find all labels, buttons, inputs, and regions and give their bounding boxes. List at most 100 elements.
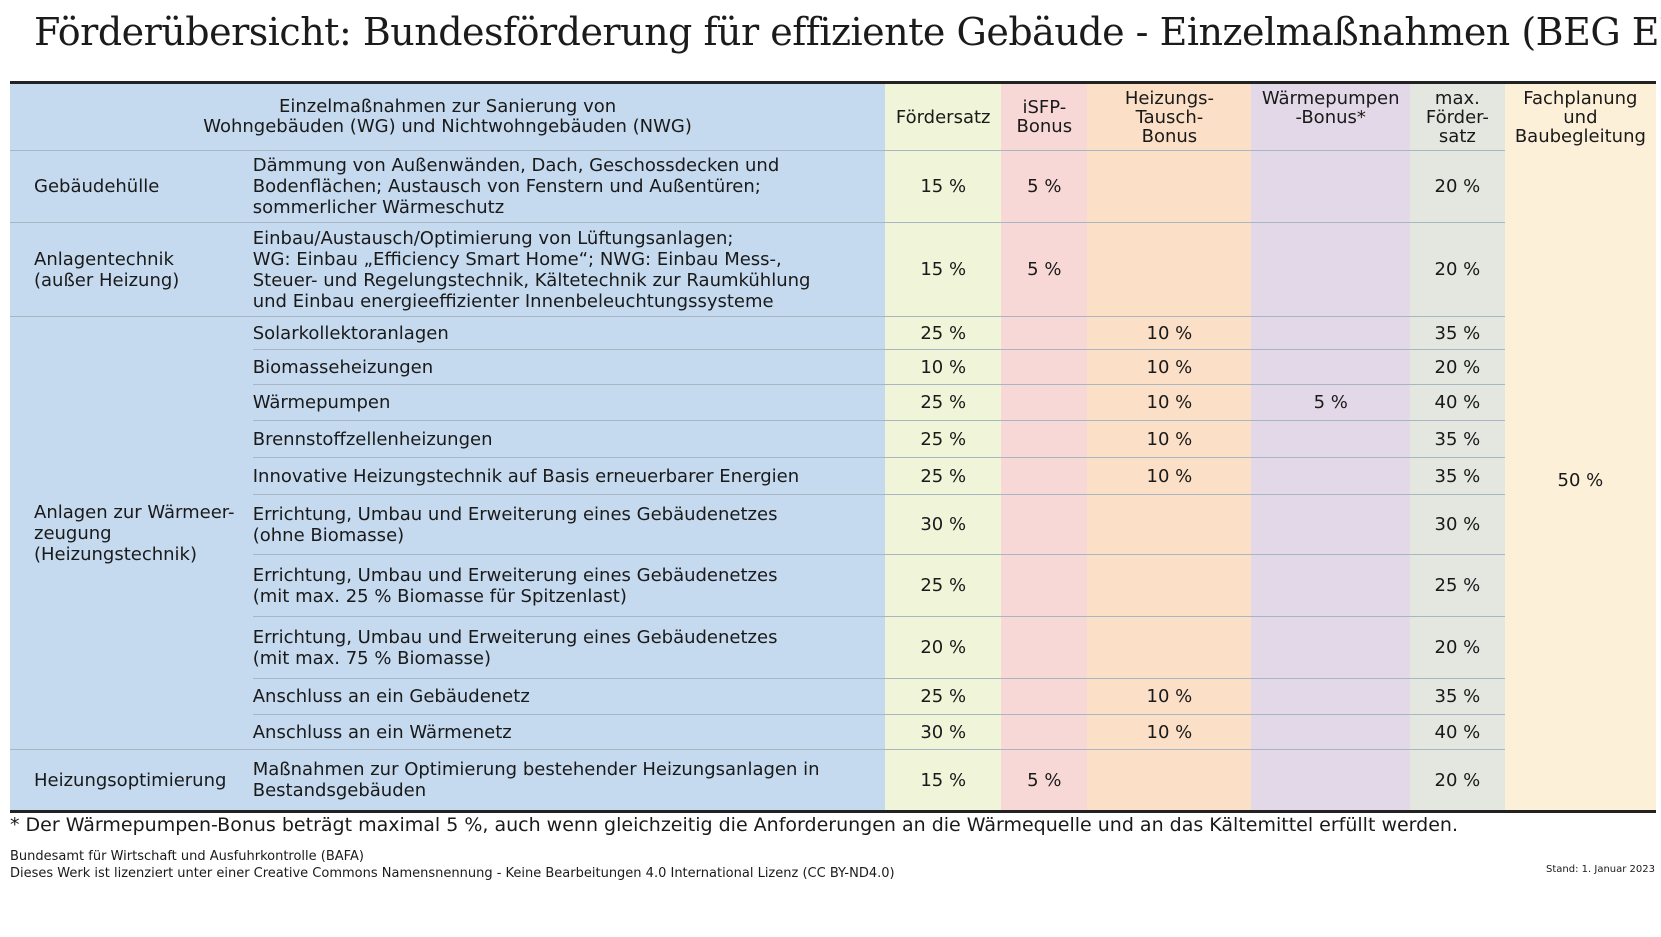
license-text: Dieses Werk ist lizenziert unter einer C… — [10, 866, 895, 881]
foerdersatz-cell: 25 % — [885, 457, 1002, 495]
table-row: Anlagen zur Wärmeer- zeugung (Heizungste… — [10, 316, 1656, 750]
foerdersatz-cell: 25 % — [885, 316, 1002, 350]
heizungstausch-bonus-cell: 10 % — [1087, 678, 1252, 715]
waermepumpen-bonus-cell — [1251, 316, 1411, 350]
measure-cell: Errichtung, Umbau und Erweiterung eines … — [252, 616, 886, 679]
table-row: Gebäudehülle Dämmung von Außenwänden, Dac… — [10, 150, 1656, 812]
table-row: Innovative Heizungstechnik auf Basis ern… — [10, 457, 1656, 495]
table-row: Errichtung, Umbau und Erweiterung eines … — [10, 494, 1656, 555]
foerdersatz-cell: 15 % — [885, 150, 1002, 223]
max-foerdersatz-cell: 35 % — [1410, 457, 1505, 495]
header-fachplanung: Fachplanung und Baubegleitung — [1504, 82, 1656, 151]
table-row: Biomasseheizungen 10 % 10 % 20 % — [10, 349, 1656, 385]
foerdersatz-cell: 30 % — [885, 714, 1002, 750]
heizungstausch-bonus-cell: 10 % — [1087, 420, 1252, 458]
max-foerdersatz-cell: 35 % — [1410, 678, 1505, 715]
header-isfp-bonus: iSFP- Bonus — [1001, 82, 1088, 151]
isfp-bonus-cell — [1001, 457, 1088, 495]
table-row: Errichtung, Umbau und Erweiterung eines … — [10, 616, 1656, 679]
heizungstausch-bonus-cell: 10 % — [1087, 714, 1252, 750]
waermepumpen-bonus-cell: 5 % — [1251, 384, 1411, 421]
measure-cell: Errichtung, Umbau und Erweiterung eines … — [252, 554, 886, 617]
heizungstausch-bonus-cell — [1087, 222, 1252, 317]
waermepumpen-bonus-cell — [1251, 222, 1411, 317]
waermepumpen-bonus-cell — [1251, 420, 1411, 458]
isfp-bonus-cell: 5 % — [1001, 222, 1088, 317]
measure-cell: Innovative Heizungstechnik auf Basis ern… — [252, 457, 886, 495]
max-foerdersatz-cell: 20 % — [1410, 349, 1505, 385]
isfp-bonus-cell: 5 % — [1001, 749, 1088, 812]
header-description-label: Einzelmaßnahmen zur Sanierung von Wohnge… — [203, 96, 692, 137]
heizungstausch-bonus-cell: 10 % — [1087, 316, 1252, 350]
funding-table: Einzelmaßnahmen zur Sanierung von Wohnge… — [10, 81, 1656, 813]
waermepumpen-bonus-cell — [1251, 349, 1411, 385]
isfp-bonus-cell — [1001, 349, 1088, 385]
header-max-foerdersatz-label: max. Förder- satz — [1425, 87, 1489, 147]
foerdersatz-cell: 25 % — [885, 678, 1002, 715]
measure-cell: Anschluss an ein Wärmenetz — [252, 714, 886, 750]
footnote: * Der Wärmepumpen-Bonus beträgt maximal … — [10, 814, 1458, 836]
foerdersatz-cell: 15 % — [885, 222, 1002, 317]
heizungstausch-bonus-cell: 10 % — [1087, 457, 1252, 495]
measure-cell: Maßnahmen zur Optimierung bestehender He… — [252, 749, 886, 812]
fachplanung-cell: 50 % — [1504, 150, 1656, 812]
table-row: Wärmepumpen 25 % 10 % 5 % 40 % — [10, 384, 1656, 421]
isfp-bonus-cell — [1001, 714, 1088, 750]
table-row: Brennstoffzellenheizungen 25 % 10 % 35 % — [10, 420, 1656, 458]
table-row: Errichtung, Umbau und Erweiterung eines … — [10, 554, 1656, 617]
waermepumpen-bonus-cell — [1251, 150, 1411, 223]
isfp-bonus-cell — [1001, 384, 1088, 421]
foerdersatz-cell: 10 % — [885, 349, 1002, 385]
waermepumpen-bonus-cell — [1251, 678, 1411, 715]
max-foerdersatz-cell: 40 % — [1410, 384, 1505, 421]
measure-cell: Dämmung von Außenwänden, Dach, Geschossd… — [252, 150, 886, 223]
max-foerdersatz-cell: 40 % — [1410, 714, 1505, 750]
waermepumpen-bonus-cell — [1251, 554, 1411, 617]
waermepumpen-bonus-cell — [1251, 494, 1411, 555]
table-row: Anlagentechnik (außer Heizung) Einbau/Aus… — [10, 222, 1656, 317]
max-foerdersatz-cell: 20 % — [1410, 616, 1505, 679]
measure-cell: Biomasseheizungen — [252, 349, 886, 385]
foerdersatz-cell: 25 % — [885, 420, 1002, 458]
header-heizungstausch-bonus: Heizungs- Tausch- Bonus — [1087, 82, 1252, 151]
foerdersatz-cell: 30 % — [885, 494, 1002, 555]
isfp-bonus-cell: 5 % — [1001, 150, 1088, 223]
table-row: Anschluss an ein Gebäudenetz 25 % 10 % 35 % — [10, 678, 1656, 715]
measure-cell: Errichtung, Umbau und Erweiterung eines … — [252, 494, 886, 555]
measure-cell: Brennstoffzellenheizungen — [252, 420, 886, 458]
header-waermepumpen-bonus: Wärmepumpen -Bonus* — [1251, 82, 1411, 151]
category-cell: Heizungsoptimierung — [10, 749, 253, 812]
isfp-bonus-cell — [1001, 494, 1088, 555]
measure-cell: Einbau/Austausch/Optimierung von Lüftung… — [252, 222, 886, 317]
header-isfp-bonus-label: iSFP- Bonus — [1016, 97, 1073, 137]
heizungstausch-bonus-cell — [1087, 749, 1252, 812]
waermepumpen-bonus-cell — [1251, 457, 1411, 495]
header-fachplanung-label: Fachplanung und Baubegleitung — [1514, 87, 1646, 147]
waermepumpen-bonus-cell — [1251, 749, 1411, 812]
max-foerdersatz-cell: 35 % — [1410, 316, 1505, 350]
foerdersatz-cell: 25 % — [885, 554, 1002, 617]
heizungstausch-bonus-cell: 10 % — [1087, 384, 1252, 421]
max-foerdersatz-cell: 20 % — [1410, 150, 1505, 223]
isfp-bonus-cell — [1001, 554, 1088, 617]
category-cell: Anlagentechnik (außer Heizung) — [10, 222, 253, 317]
max-foerdersatz-cell: 20 % — [1410, 222, 1505, 317]
waermepumpen-bonus-cell — [1251, 616, 1411, 679]
date-stamp: Stand: 1. Januar 2023 — [1546, 864, 1655, 875]
heizungstausch-bonus-cell: 10 % — [1087, 349, 1252, 385]
foerdersatz-cell: 25 % — [885, 384, 1002, 421]
isfp-bonus-cell — [1001, 678, 1088, 715]
table-row: Anschluss an ein Wärmenetz 30 % 10 % 40 % — [10, 714, 1656, 750]
isfp-bonus-cell — [1001, 616, 1088, 679]
isfp-bonus-cell — [1001, 420, 1088, 458]
header-foerdersatz: Fördersatz — [885, 82, 1002, 151]
heizungstausch-bonus-cell — [1087, 150, 1252, 223]
header-waermepumpen-bonus-label: Wärmepumpen -Bonus* — [1261, 87, 1400, 128]
page-title: Förderübersicht: Bundesförderung für eff… — [34, 10, 1661, 54]
category-cell: Gebäudehülle — [10, 150, 253, 223]
category-cell: Anlagen zur Wärmeer- zeugung (Heizungste… — [10, 316, 253, 750]
heizungstausch-bonus-cell — [1087, 554, 1252, 617]
header-max-foerdersatz: max. Förder- satz — [1410, 82, 1505, 151]
measure-cell: Wärmepumpen — [252, 384, 886, 421]
foerdersatz-cell: 15 % — [885, 749, 1002, 812]
